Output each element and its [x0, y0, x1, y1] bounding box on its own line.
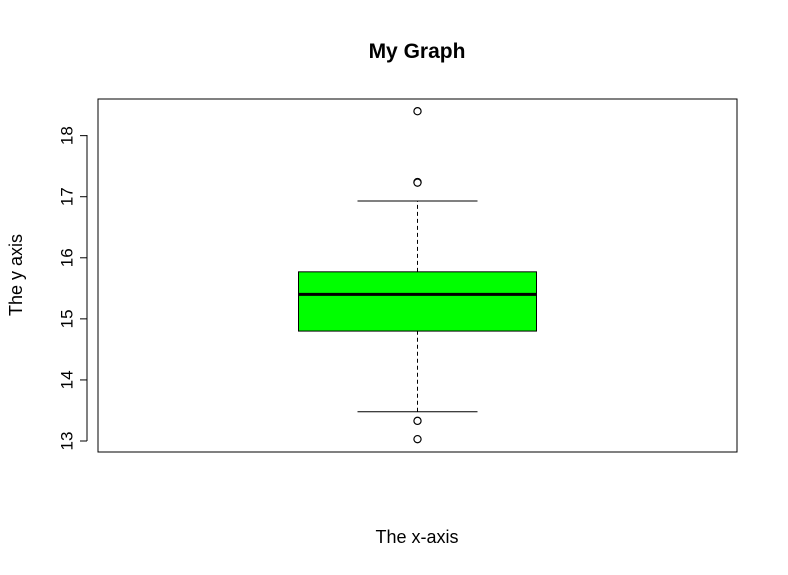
y-tick-label: 18: [57, 126, 76, 145]
y-tick-label: 17: [57, 187, 76, 206]
y-tick-label: 14: [57, 370, 76, 389]
chart-title: My Graph: [369, 40, 466, 63]
y-tick-label: 15: [57, 309, 76, 328]
x-axis-label: The x-axis: [375, 527, 458, 547]
outlier-point: [413, 178, 422, 187]
outlier-point: [413, 107, 422, 116]
iqr-box: [298, 271, 537, 332]
y-axis-label: The y axis: [6, 234, 26, 316]
outlier-points: [413, 107, 422, 444]
plot-frame: [97, 98, 738, 453]
y-tick-label: 13: [57, 432, 76, 451]
outlier-point: [413, 434, 422, 444]
y-tick-label: 16: [57, 248, 76, 267]
outlier-point: [413, 416, 422, 426]
y-axis-ticks: 13 14 15 16 17 18: [57, 126, 87, 450]
